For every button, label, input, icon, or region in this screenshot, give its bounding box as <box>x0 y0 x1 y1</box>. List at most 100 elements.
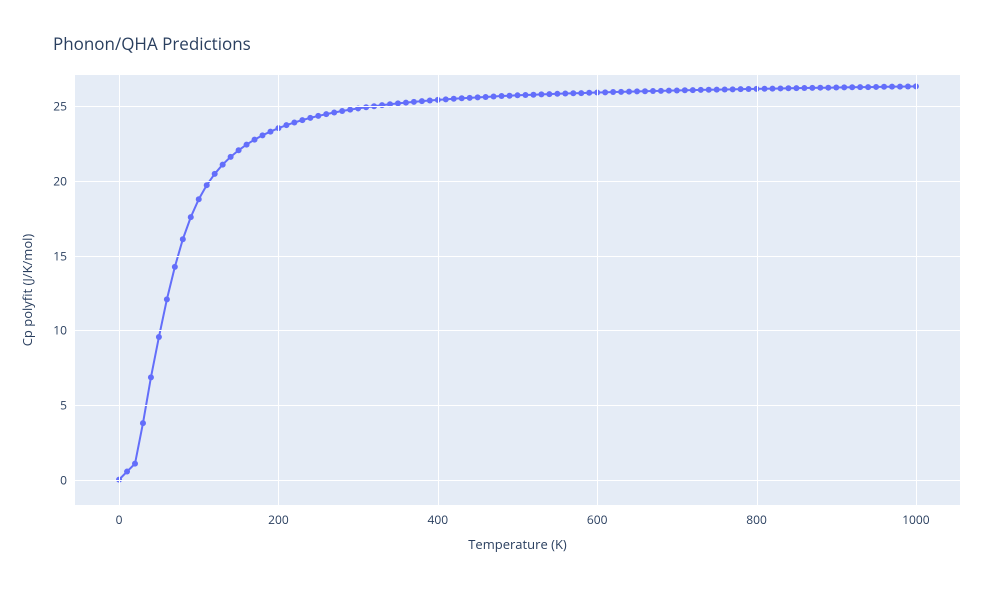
series-marker[interactable] <box>411 99 417 105</box>
series-marker[interactable] <box>419 98 425 104</box>
series-marker[interactable] <box>538 91 544 97</box>
series-marker[interactable] <box>132 461 138 467</box>
series-marker[interactable] <box>483 94 489 100</box>
series-line <box>119 86 916 479</box>
x-tick-label: 600 <box>587 511 608 528</box>
series-marker[interactable] <box>156 334 162 340</box>
series-marker[interactable] <box>650 88 656 94</box>
series-marker[interactable] <box>299 117 305 123</box>
series-marker[interactable] <box>331 109 337 115</box>
y-tick-label: 15 <box>53 247 67 264</box>
series-marker[interactable] <box>451 96 457 102</box>
series-marker[interactable] <box>315 113 321 119</box>
series-marker[interactable] <box>522 92 528 98</box>
series-marker[interactable] <box>124 469 130 475</box>
series-marker[interactable] <box>602 89 608 95</box>
series-marker[interactable] <box>817 85 823 91</box>
y-grid-line <box>75 181 960 182</box>
series-marker[interactable] <box>244 142 250 148</box>
x-axis-label: Temperature (K) <box>468 535 567 553</box>
series-marker[interactable] <box>738 86 744 92</box>
series-marker[interactable] <box>260 132 266 138</box>
series-marker[interactable] <box>722 86 728 92</box>
series-marker[interactable] <box>626 89 632 95</box>
series-marker[interactable] <box>793 85 799 91</box>
series-marker[interactable] <box>801 85 807 91</box>
series-marker[interactable] <box>825 85 831 91</box>
series-marker[interactable] <box>777 85 783 91</box>
series-marker[interactable] <box>339 108 345 114</box>
series-marker[interactable] <box>475 94 481 100</box>
series-marker[interactable] <box>706 87 712 93</box>
series-marker[interactable] <box>148 374 154 380</box>
series-marker[interactable] <box>467 95 473 101</box>
series-marker[interactable] <box>283 122 289 128</box>
series-marker[interactable] <box>204 182 210 188</box>
series-marker[interactable] <box>746 86 752 92</box>
series-marker[interactable] <box>666 88 672 94</box>
series-marker[interactable] <box>690 87 696 93</box>
series-marker[interactable] <box>881 84 887 90</box>
series-marker[interactable] <box>658 88 664 94</box>
series-marker[interactable] <box>562 91 568 97</box>
series-marker[interactable] <box>889 84 895 90</box>
series-marker[interactable] <box>730 86 736 92</box>
series-marker[interactable] <box>897 84 903 90</box>
series-marker[interactable] <box>809 85 815 91</box>
series-marker[interactable] <box>785 85 791 91</box>
series-marker[interactable] <box>291 119 297 125</box>
series-marker[interactable] <box>515 92 521 98</box>
series-marker[interactable] <box>618 89 624 95</box>
series-marker[interactable] <box>770 86 776 92</box>
series-marker[interactable] <box>833 85 839 91</box>
x-grid-line <box>438 75 439 505</box>
series-marker[interactable] <box>873 84 879 90</box>
series-marker[interactable] <box>403 100 409 106</box>
series-marker[interactable] <box>865 84 871 90</box>
series-marker[interactable] <box>212 171 218 177</box>
series-marker[interactable] <box>762 86 768 92</box>
series-marker[interactable] <box>857 84 863 90</box>
series-marker[interactable] <box>172 264 178 270</box>
series-marker[interactable] <box>140 420 146 426</box>
x-grid-line <box>916 75 917 505</box>
series-marker[interactable] <box>905 84 911 90</box>
series-marker[interactable] <box>714 87 720 93</box>
x-grid-line <box>119 75 120 505</box>
series-marker[interactable] <box>578 90 584 96</box>
series-marker[interactable] <box>228 154 234 160</box>
series-marker[interactable] <box>347 107 353 113</box>
series-marker[interactable] <box>698 87 704 93</box>
x-grid-line <box>757 75 758 505</box>
series-marker[interactable] <box>307 115 313 121</box>
series-marker[interactable] <box>491 94 497 100</box>
series-marker[interactable] <box>196 196 202 202</box>
series-marker[interactable] <box>499 93 505 99</box>
series-marker[interactable] <box>634 88 640 94</box>
series-marker[interactable] <box>554 91 560 97</box>
series-marker[interactable] <box>674 88 680 94</box>
series-marker[interactable] <box>682 87 688 93</box>
series-marker[interactable] <box>530 92 536 98</box>
series-marker[interactable] <box>323 111 329 117</box>
series-marker[interactable] <box>267 129 273 135</box>
series-marker[interactable] <box>586 90 592 96</box>
series-marker[interactable] <box>570 90 576 96</box>
series-marker[interactable] <box>642 88 648 94</box>
series-marker[interactable] <box>180 236 186 242</box>
series-marker[interactable] <box>427 98 433 104</box>
series-marker[interactable] <box>164 296 170 302</box>
series-marker[interactable] <box>849 84 855 90</box>
series-marker[interactable] <box>236 147 242 153</box>
series-marker[interactable] <box>610 89 616 95</box>
series-marker[interactable] <box>546 91 552 97</box>
series-marker[interactable] <box>507 93 513 99</box>
series-marker[interactable] <box>443 96 449 102</box>
series-marker[interactable] <box>252 137 258 143</box>
series-marker[interactable] <box>220 162 226 168</box>
series-marker[interactable] <box>841 84 847 90</box>
series-marker[interactable] <box>188 214 194 220</box>
plot-area[interactable] <box>75 75 960 505</box>
x-tick-label: 200 <box>268 511 289 528</box>
series-marker[interactable] <box>459 95 465 101</box>
